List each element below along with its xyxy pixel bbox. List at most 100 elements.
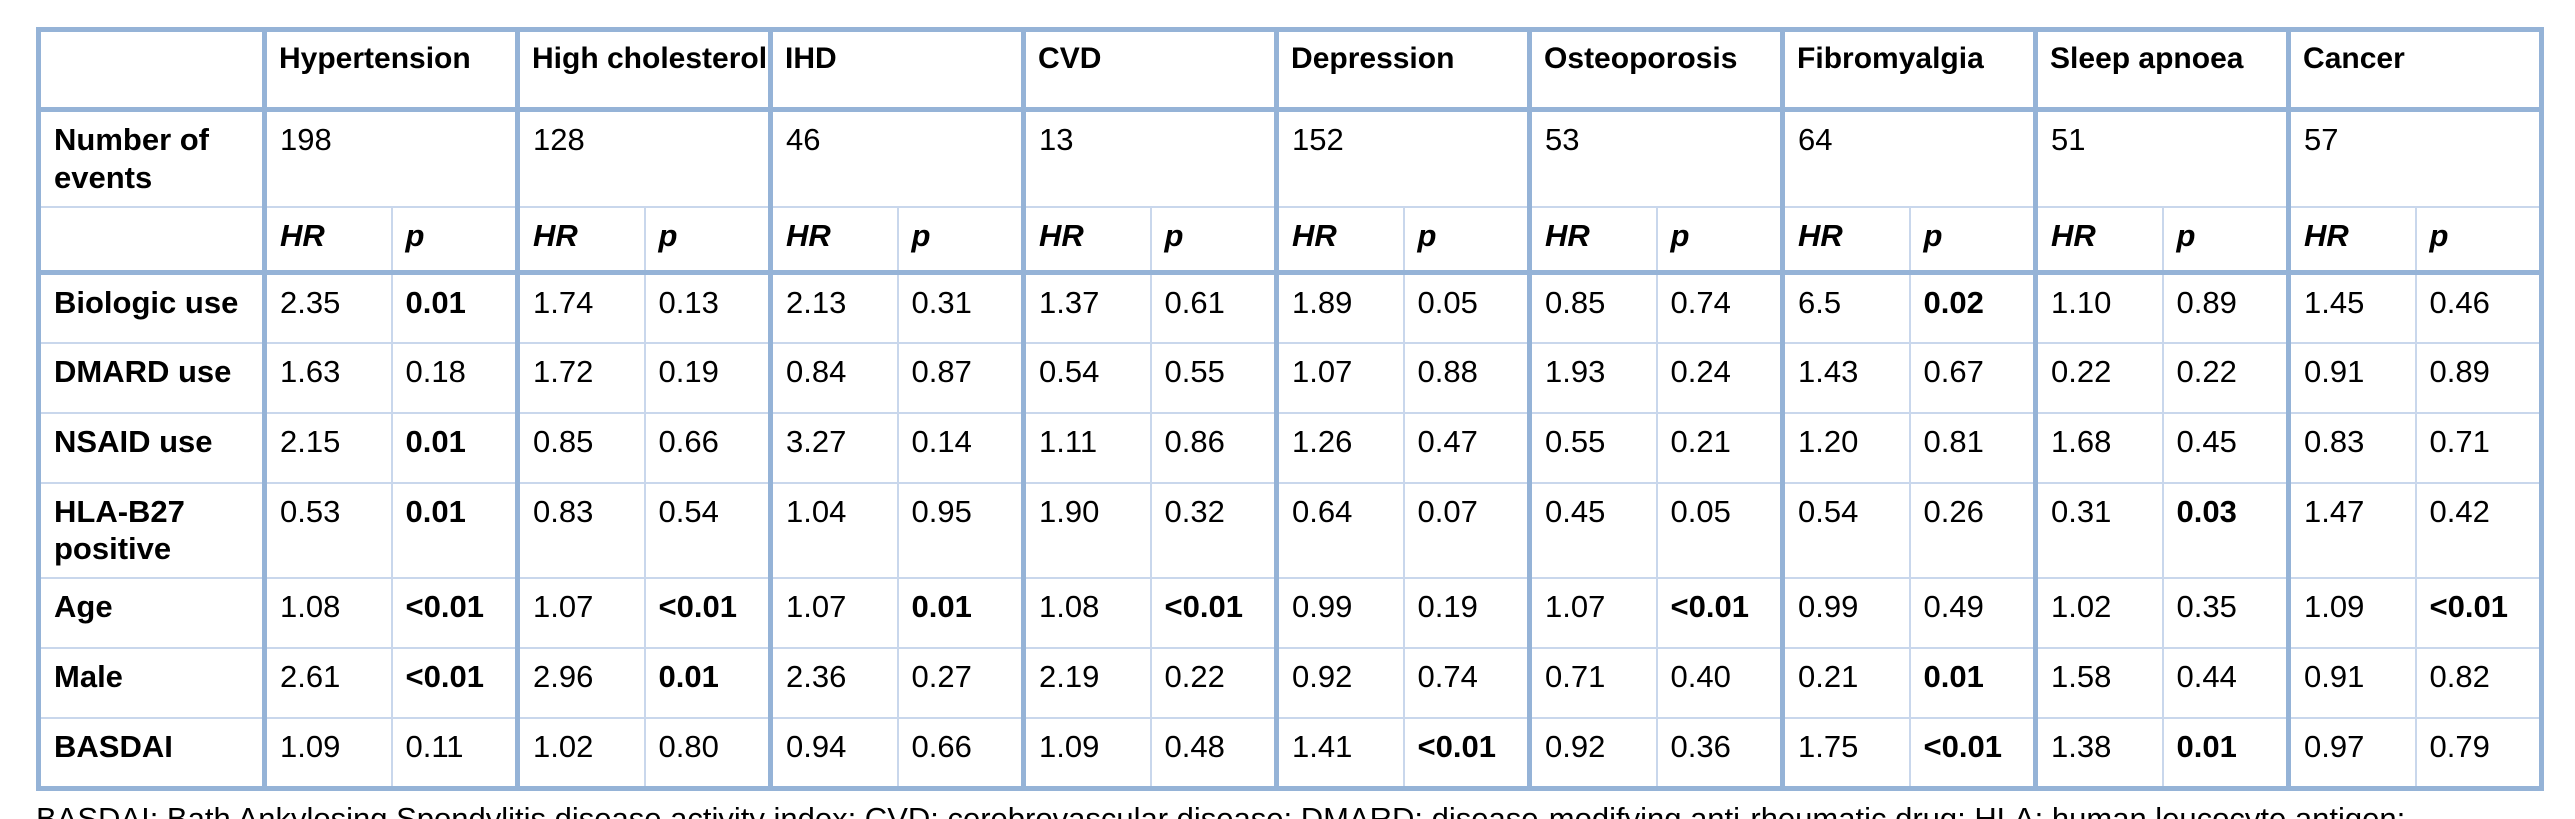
condition-header-osteoporosis: Osteoporosis [1527,29,1783,112]
subheader-row: HR p HR p HR p HR p HR p HR p HR p HR p HR p [38,206,2542,276]
hr-column-header: HR [1021,206,1151,276]
p-value: 0.11 [390,718,518,790]
events-value-sleep-apnoea: 51 [2033,109,2289,208]
hr-value: 0.53 [262,482,392,580]
table-row-male: Male 2.61 <0.01 2.96 0.01 2.36 0.27 2.19 0.22 0.9… [38,648,2542,720]
p-value: 0.67 [1908,342,2036,414]
hr-value: 1.07 [515,578,645,650]
row-label: BASDAI [38,718,265,790]
condition-header-fibromyalgia: Fibromyalgia [1780,29,2036,112]
hr-column-header: HR [1527,206,1657,276]
hr-value: 3.27 [768,412,898,484]
hr-value: 1.10 [2033,272,2163,344]
row-label: Age [38,578,265,650]
hr-value: 1.08 [262,578,392,650]
p-value: <0.01 [390,578,518,650]
p-value: 0.88 [1402,342,1530,414]
p-value: 0.05 [1402,272,1530,344]
p-column-header: p [1655,206,1783,276]
events-value-ihd: 46 [768,109,1024,208]
p-value: 0.01 [643,648,771,720]
p-value: 0.03 [2161,482,2289,580]
hr-value: 1.09 [1021,718,1151,790]
hr-value: 1.93 [1527,342,1657,414]
events-value-fibromyalgia: 64 [1780,109,2036,208]
p-value: <0.01 [390,648,518,720]
hr-value: 1.08 [1021,578,1151,650]
p-value: 0.86 [1149,412,1277,484]
p-value: 0.05 [1655,482,1783,580]
events-value-osteoporosis: 53 [1527,109,1783,208]
p-value: 0.13 [643,272,771,344]
p-value: 0.55 [1149,342,1277,414]
p-value: 0.61 [1149,272,1277,344]
condition-header-hypertension: Hypertension [262,29,518,112]
hr-value: 1.43 [1780,342,1910,414]
table-body: Biologic use 2.35 0.01 1.74 0.13 2.13 0.31 1.37… [38,272,2542,790]
p-value: 0.01 [390,482,518,580]
p-value: 0.14 [896,412,1024,484]
p-column-header: p [1908,206,2036,276]
p-column-header: p [1402,206,1530,276]
hr-value: 1.26 [1274,412,1404,484]
footnote-line-1: BASDAI: Bath Ankylosing Spondylitis dise… [36,800,2406,819]
p-value: 0.74 [1655,272,1783,344]
hr-value: 1.75 [1780,718,1910,790]
p-value: 0.82 [2414,648,2542,720]
hr-value: 0.45 [1527,482,1657,580]
hr-value: 1.68 [2033,412,2163,484]
hr-value: 0.85 [515,412,645,484]
hr-value: 0.21 [1780,648,1910,720]
hr-value: 0.71 [1527,648,1657,720]
p-value: 0.71 [2414,412,2542,484]
events-value-depression: 152 [1274,109,1530,208]
p-value: 0.66 [643,412,771,484]
p-value: 0.66 [896,718,1024,790]
p-value: 0.27 [896,648,1024,720]
hr-value: 1.02 [515,718,645,790]
hr-value: 1.41 [1274,718,1404,790]
hr-column-header: HR [1780,206,1910,276]
p-value: <0.01 [1149,578,1277,650]
p-value: 0.07 [1402,482,1530,580]
p-value: 0.01 [896,578,1024,650]
hr-value: 0.55 [1527,412,1657,484]
hr-value: 0.97 [2286,718,2416,790]
hr-value: 6.5 [1780,272,1910,344]
hr-value: 0.91 [2286,648,2416,720]
p-value: 0.79 [2414,718,2542,790]
hr-value: 0.85 [1527,272,1657,344]
condition-header-depression: Depression [1274,29,1530,112]
p-value: 0.31 [896,272,1024,344]
table-row-basdai: BASDAI 1.09 0.11 1.02 0.80 0.94 0.66 1.09 0.48 1.… [38,718,2542,790]
hr-value: 1.63 [262,342,392,414]
events-row-label: Number of events [38,109,265,208]
p-value: <0.01 [1402,718,1530,790]
p-value: 0.80 [643,718,771,790]
table-row-age: Age 1.08 <0.01 1.07 <0.01 1.07 0.01 1.08 <0.01 0.… [38,578,2542,650]
p-value: 0.81 [1908,412,2036,484]
row-label: HLA-B27 positive [38,482,265,580]
row-label: NSAID use [38,412,265,484]
table-footnote: BASDAI: Bath Ankylosing Spondylitis dise… [36,800,2551,819]
hr-value: 1.09 [262,718,392,790]
hr-value: 0.99 [1274,578,1404,650]
p-column-header: p [643,206,771,276]
hr-value: 0.83 [515,482,645,580]
events-value-cancer: 57 [2286,109,2542,208]
hr-value: 2.35 [262,272,392,344]
table-row-biologic-use: Biologic use 2.35 0.01 1.74 0.13 2.13 0.31 1.37… [38,272,2542,344]
p-value: 0.40 [1655,648,1783,720]
hr-value: 0.22 [2033,342,2163,414]
row-label: Biologic use [38,272,265,344]
p-value: 0.48 [1149,718,1277,790]
hr-value: 1.58 [2033,648,2163,720]
hr-value: 1.02 [2033,578,2163,650]
p-value: 0.18 [390,342,518,414]
p-value: <0.01 [2414,578,2542,650]
p-value: 0.89 [2414,342,2542,414]
p-value: 0.54 [643,482,771,580]
hr-value: 2.19 [1021,648,1151,720]
hr-value: 1.74 [515,272,645,344]
